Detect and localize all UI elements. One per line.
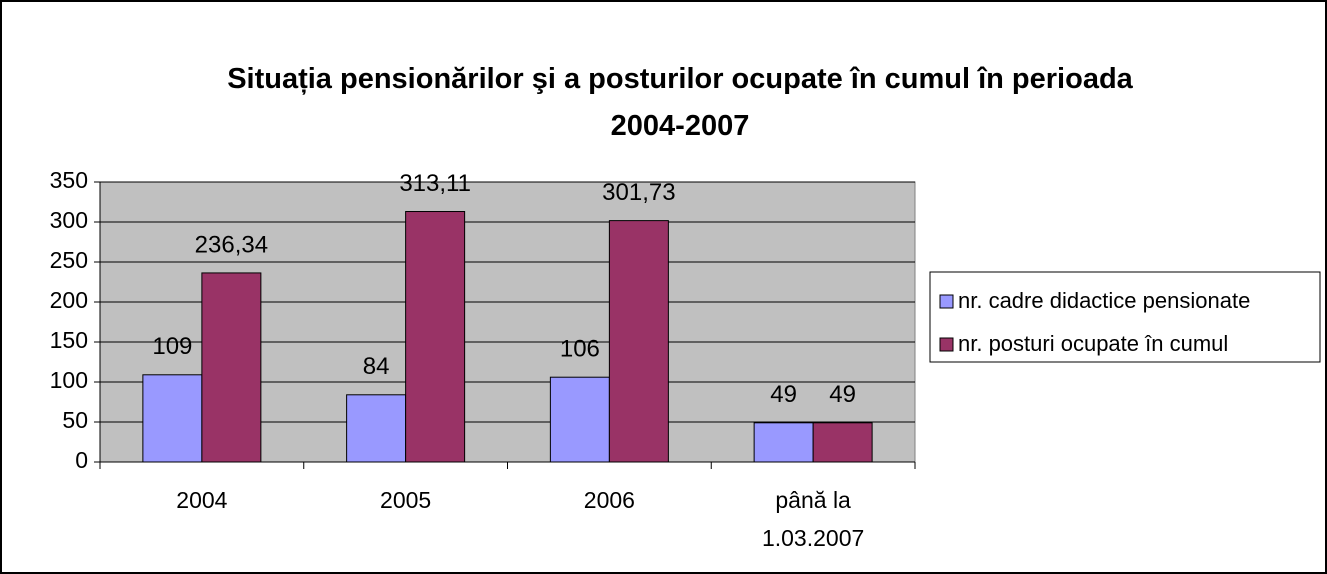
data-label: 106	[560, 336, 600, 363]
y-tick-label: 100	[50, 367, 88, 393]
data-label: 109	[152, 333, 192, 360]
data-label: 313,11	[399, 170, 471, 197]
legend-label: nr. posturi ocupate în cumul	[958, 331, 1228, 356]
bar	[608, 220, 669, 463]
data-label: 301,73	[602, 179, 675, 206]
data-label: 49	[770, 381, 797, 408]
legend	[929, 271, 1321, 363]
bar	[549, 376, 610, 463]
y-tick-label: 200	[50, 287, 88, 313]
data-label: 49	[829, 381, 856, 408]
legend-swatch	[939, 294, 954, 309]
data-label: 236,34	[195, 231, 268, 258]
x-tick-label: 2004	[176, 487, 227, 513]
bar	[405, 211, 466, 463]
y-tick-label: 50	[62, 407, 88, 433]
x-tick-label: 2005	[380, 487, 431, 513]
chart-title: Situația pensionărilor şi a posturilor o…	[227, 63, 1133, 142]
y-tick-label: 300	[50, 207, 88, 233]
bar	[753, 422, 814, 463]
bar	[142, 374, 203, 463]
legend-label: nr. cadre didactice pensionate	[958, 288, 1250, 313]
x-tick-label: 2006	[584, 487, 635, 513]
data-label: 84	[363, 353, 390, 380]
legend-swatch	[939, 337, 954, 352]
bar	[812, 422, 873, 463]
x-tick-label: până la 1.03.2007	[762, 487, 864, 551]
y-tick-label: 150	[50, 327, 88, 353]
y-tick-label: 0	[75, 447, 88, 473]
bar	[201, 272, 262, 463]
y-tick-label: 350	[50, 167, 88, 193]
y-tick-label: 250	[50, 247, 88, 273]
bar	[346, 394, 407, 463]
